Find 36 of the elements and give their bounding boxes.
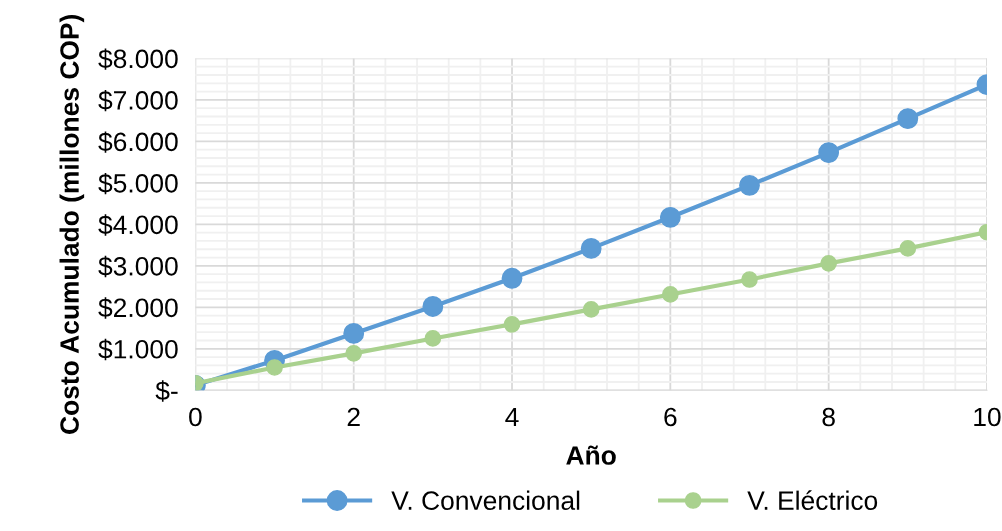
point bbox=[659, 206, 681, 228]
point bbox=[899, 240, 917, 257]
x-tick-label: 6 bbox=[664, 407, 677, 427]
y-tick-label: $- bbox=[155, 380, 178, 402]
x-axis-title: Año bbox=[566, 445, 616, 465]
y-tick-label: $6.000 bbox=[98, 131, 178, 153]
y-tick-label: $4.000 bbox=[98, 214, 178, 236]
legend-label: V. Convencional bbox=[391, 490, 580, 510]
point bbox=[343, 323, 365, 344]
point bbox=[818, 142, 840, 163]
point bbox=[580, 237, 602, 259]
x-tick-label: 10 bbox=[974, 407, 1001, 427]
legend-label: V. Eléctrico bbox=[747, 490, 878, 510]
y-tick-label: $7.000 bbox=[98, 89, 178, 112]
point bbox=[424, 330, 442, 347]
y-tick-label: $8.000 bbox=[98, 48, 178, 70]
point bbox=[501, 267, 523, 289]
point bbox=[897, 108, 919, 129]
point bbox=[503, 315, 521, 333]
x-tick-label: 4 bbox=[505, 407, 519, 427]
point bbox=[266, 359, 283, 376]
point bbox=[741, 271, 758, 288]
y-axis-title: Costo Acumulado (millones COP) bbox=[59, 15, 85, 434]
x-tick-label: 2 bbox=[347, 407, 360, 427]
y-tick-label: $3.000 bbox=[98, 255, 178, 278]
point bbox=[422, 296, 444, 317]
y-tick-label: $5.000 bbox=[98, 172, 178, 195]
y-tick-label: $2.000 bbox=[98, 297, 178, 319]
x-tick-label: 0 bbox=[189, 407, 202, 427]
y-tick-label: $1.000 bbox=[98, 338, 178, 361]
point bbox=[345, 345, 363, 362]
x-tick-label: 8 bbox=[822, 407, 835, 427]
point bbox=[820, 255, 837, 272]
point bbox=[739, 174, 760, 196]
point bbox=[662, 286, 679, 303]
point bbox=[582, 301, 600, 318]
